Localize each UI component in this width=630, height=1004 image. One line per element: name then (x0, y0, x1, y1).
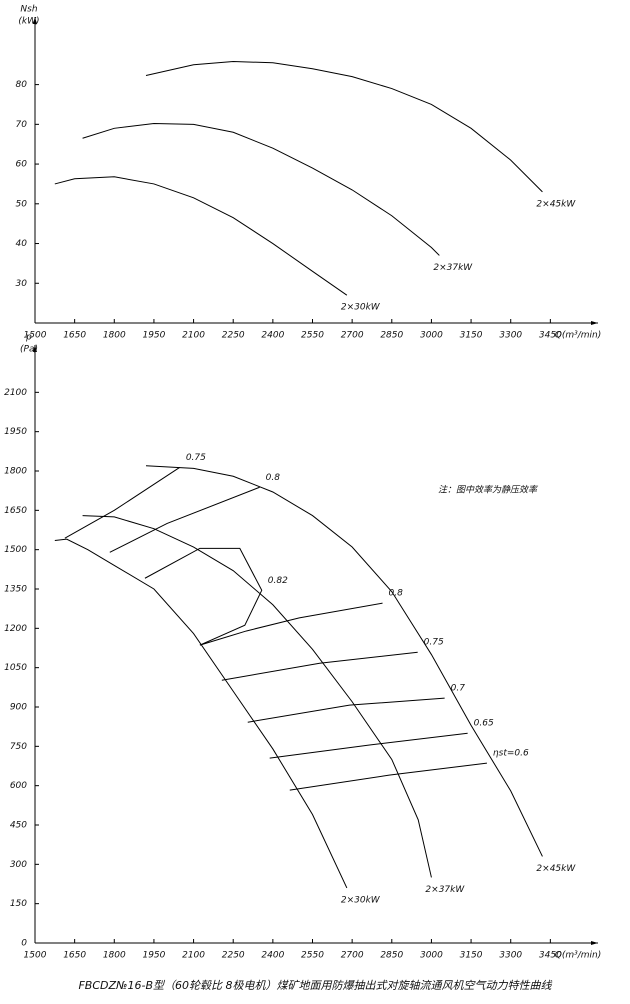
series-line (54, 176, 348, 296)
series-line (54, 538, 348, 889)
y-tick-label: 2100 (4, 388, 27, 398)
efficiency-label: 0.8 (266, 473, 281, 483)
x-tick-label: 2400 (261, 331, 284, 341)
annotation: 注：图中效率为静压效率 (438, 485, 539, 496)
y-tick-label: 80 (16, 80, 28, 90)
y-axis-label: p (25, 333, 32, 343)
y-tick-label: 300 (10, 860, 27, 870)
x-tick-label: 2400 (261, 951, 284, 961)
x-tick-label: 3150 (460, 331, 483, 341)
y-tick-label: 50 (16, 199, 28, 209)
y-axis-unit: (Pa) (20, 345, 38, 355)
efficiency-label: 0.7 (451, 684, 466, 694)
efficiency-line (144, 547, 263, 646)
y-tick-label: 0 (21, 939, 27, 949)
x-arrow (591, 321, 598, 325)
efficiency-line (64, 466, 181, 539)
y-tick-label: 70 (16, 120, 28, 130)
y-tick-label: 40 (16, 239, 28, 249)
efficiency-line (221, 651, 418, 681)
x-tick-label: 1950 (142, 331, 165, 341)
x-tick-label: 1650 (63, 331, 86, 341)
y-tick-label: 1050 (4, 663, 27, 673)
x-tick-label: 1950 (142, 951, 165, 961)
x-tick-label: 2550 (301, 951, 324, 961)
y-tick-label: 450 (10, 821, 27, 831)
y-axis-unit: (kW) (18, 17, 39, 27)
y-tick-label: 600 (10, 781, 27, 791)
x-tick-label: 2250 (222, 951, 245, 961)
efficiency-label: ηst=0.6 (493, 749, 529, 759)
y-tick-label: 1200 (4, 624, 27, 634)
y-tick-label: 1500 (4, 545, 27, 555)
y-arrow (33, 17, 37, 24)
x-tick-label: 2700 (341, 331, 364, 341)
series-line (145, 61, 543, 193)
x-tick-label: 1500 (24, 331, 47, 341)
efficiency-line (247, 697, 445, 723)
x-tick-label: 3000 (420, 331, 443, 341)
x-tick-label: 3450 (539, 331, 562, 341)
x-tick-label: 3300 (499, 951, 522, 961)
x-tick-label: 1800 (103, 951, 126, 961)
x-tick-label: 3450 (539, 951, 562, 961)
x-axis-label: Q(m³/min) (555, 951, 602, 961)
y-tick-label: 750 (10, 742, 27, 752)
caption: FBCDZ№16-B型（60轮毂比 8极电机）煤矿地面用防爆抽出式对旋轴流通风机… (78, 979, 552, 992)
series-label: 2×37kW (433, 263, 473, 273)
series-label: 2×30kW (341, 895, 381, 905)
x-tick-label: 3000 (420, 951, 443, 961)
x-tick-label: 1500 (24, 951, 47, 961)
efficiency-label: 0.8 (389, 589, 404, 599)
series-line (145, 465, 543, 857)
series-label: 2×30kW (341, 303, 381, 313)
y-tick-label: 1800 (4, 467, 27, 477)
y-tick-label: 30 (16, 279, 28, 289)
x-arrow (591, 941, 598, 945)
series-label: 2×45kW (536, 199, 576, 209)
efficiency-label: 0.65 (474, 719, 494, 729)
efficiency-label: 0.82 (268, 576, 288, 586)
x-axis-label: Q(m³/min) (555, 331, 602, 341)
x-tick-label: 2850 (380, 331, 403, 341)
series-line (82, 123, 440, 256)
x-tick-label: 2100 (182, 331, 205, 341)
efficiency-label: 0.75 (186, 453, 206, 463)
efficiency-line (289, 762, 487, 791)
y-tick-label: 900 (10, 703, 27, 713)
y-tick-label: 1950 (4, 427, 27, 437)
efficiency-line (109, 486, 260, 553)
series-label: 2×37kW (425, 885, 465, 895)
x-tick-label: 2100 (182, 951, 205, 961)
x-tick-label: 2700 (341, 951, 364, 961)
y-tick-label: 1350 (4, 585, 27, 595)
x-tick-label: 3150 (460, 951, 483, 961)
series-line (82, 515, 432, 878)
efficiency-line (199, 602, 383, 646)
efficiency-line (269, 732, 468, 759)
x-tick-label: 3300 (499, 331, 522, 341)
y-tick-label: 1650 (4, 506, 27, 516)
y-arrow (33, 345, 37, 352)
x-tick-label: 2250 (222, 331, 245, 341)
series-label: 2×45kW (536, 864, 576, 874)
x-tick-label: 1650 (63, 951, 86, 961)
y-axis-label: Nsh (20, 5, 37, 15)
x-tick-label: 1800 (103, 331, 126, 341)
efficiency-label: 0.75 (424, 638, 444, 648)
x-tick-label: 2550 (301, 331, 324, 341)
x-tick-label: 2850 (380, 951, 403, 961)
y-tick-label: 60 (16, 160, 28, 170)
y-tick-label: 150 (10, 899, 27, 909)
